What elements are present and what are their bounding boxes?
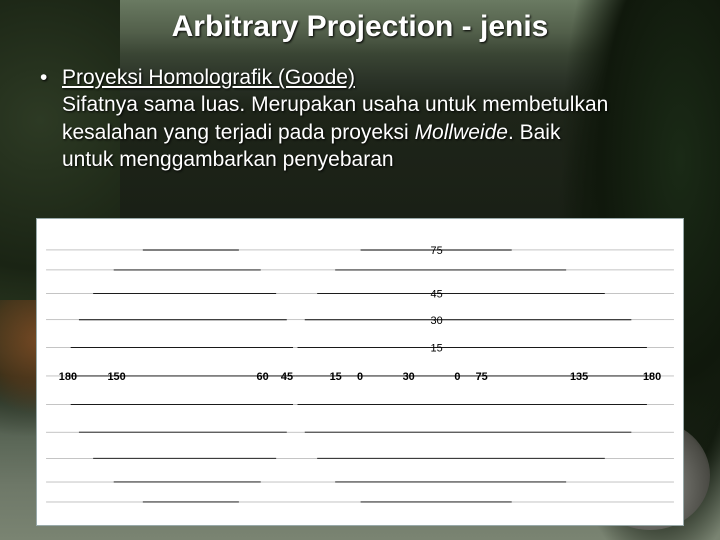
svg-text:45: 45	[431, 289, 443, 301]
bullet-heading: Proyeksi Homolografik (Goode)	[62, 66, 355, 89]
svg-text:75: 75	[431, 245, 443, 257]
bullet-line-2b: . Baik	[508, 121, 561, 144]
projection-figure: 90°75453015180150604515030075135180	[36, 218, 684, 526]
svg-text:60: 60	[257, 371, 269, 383]
svg-text:150: 150	[107, 371, 125, 383]
svg-text:180: 180	[643, 371, 661, 383]
bullet-line-2a: kesalahan yang terjadi pada proyeksi	[62, 121, 415, 144]
bullet-symbol: •	[40, 64, 62, 173]
slide-title: Arbitrary Projection - jenis	[0, 10, 720, 44]
svg-text:15: 15	[431, 342, 443, 354]
bullet-line-1: Sifatnya sama luas. Merupakan usaha untu…	[62, 93, 608, 116]
bullet-line-3: untuk menggambarkan penyebaran	[62, 148, 394, 171]
svg-text:45: 45	[281, 371, 293, 383]
projection-svg: 90°75453015180150604515030075135180	[37, 219, 683, 525]
bullet-text: Proyeksi Homolografik (Goode) Sifatnya s…	[62, 64, 608, 173]
svg-text:0: 0	[454, 371, 460, 383]
svg-text:30: 30	[403, 371, 415, 383]
svg-text:75: 75	[476, 371, 488, 383]
svg-text:180: 180	[59, 371, 77, 383]
svg-text:90°: 90°	[38, 219, 55, 222]
bullet-italic: Mollweide	[415, 121, 508, 144]
svg-text:15: 15	[330, 371, 342, 383]
slide: Arbitrary Projection - jenis • Proyeksi …	[0, 0, 720, 540]
svg-text:0: 0	[357, 371, 363, 383]
bullet-item: • Proyeksi Homolografik (Goode) Sifatnya…	[40, 64, 680, 173]
body-text: • Proyeksi Homolografik (Goode) Sifatnya…	[40, 64, 680, 173]
svg-text:135: 135	[570, 371, 588, 383]
svg-text:30: 30	[431, 315, 443, 327]
